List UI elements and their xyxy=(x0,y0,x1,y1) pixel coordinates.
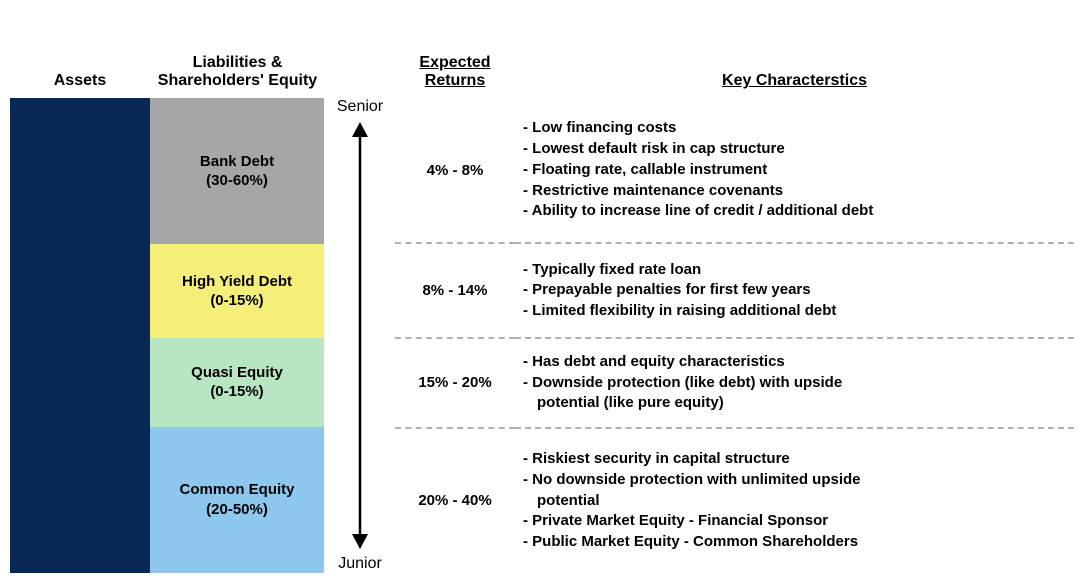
returns-row-bank_debt: 4% - 8% xyxy=(395,98,515,244)
char-item: - Low financing costs xyxy=(523,118,1074,139)
char-item: - Downside protection (like debt) with u… xyxy=(523,373,1074,394)
char-item: - Prepayable penalties for first few yea… xyxy=(523,280,1074,301)
return-value: 8% - 14% xyxy=(395,282,515,299)
char-item: - Riskiest security in capital structure xyxy=(523,449,1074,470)
liabilities-column: Liabilities & Shareholders' Equity Bank … xyxy=(150,10,325,573)
double-arrow-icon xyxy=(350,122,370,549)
char-item: - Ability to increase line of credit / a… xyxy=(523,201,1074,222)
char-item: potential (like pure equity) xyxy=(523,393,1074,414)
return-value: 20% - 40% xyxy=(395,492,515,509)
char-item: - Limited flexibility in raising additio… xyxy=(523,301,1074,322)
assets-column: Assets xyxy=(10,10,150,573)
liabilities-header: Liabilities & Shareholders' Equity xyxy=(150,10,325,98)
char-item: - Floating rate, callable instrument xyxy=(523,160,1074,181)
liab-block-quasi_equity: Quasi Equity(0-15%) xyxy=(150,338,325,427)
chars-row-common_equity: - Riskiest security in capital structure… xyxy=(515,429,1074,573)
seniority-arrow-column: Senior Junior xyxy=(325,10,395,573)
liab-pct: (20-50%) xyxy=(206,500,268,520)
chars-row-bank_debt: - Low financing costs- Lowest default ri… xyxy=(515,98,1074,244)
return-value: 15% - 20% xyxy=(395,374,515,391)
returns-header-text: Expected Returns xyxy=(395,54,515,90)
returns-body: 4% - 8% 8% - 14% 15% - 20% 20% - 40% xyxy=(395,98,515,573)
liab-block-high_yield: High Yield Debt(0-15%) xyxy=(150,244,325,338)
assets-header-text: Assets xyxy=(54,72,106,90)
liabilities-blocks: Bank Debt(30-60%)High Yield Debt(0-15%)Q… xyxy=(150,98,325,573)
char-list: - Low financing costs- Lowest default ri… xyxy=(515,118,1074,221)
liabilities-header-text: Liabilities & Shareholders' Equity xyxy=(150,54,325,90)
char-item: - Restrictive maintenance covenants xyxy=(523,181,1074,202)
liab-block-bank_debt: Bank Debt(30-60%) xyxy=(150,98,325,244)
char-item: - Private Market Equity - Financial Spon… xyxy=(523,511,1074,532)
char-list: - Has debt and equity characteristics- D… xyxy=(515,352,1074,414)
arrow-header-spacer xyxy=(325,10,395,98)
liab-block-common_equity: Common Equity(20-50%) xyxy=(150,427,325,573)
return-value: 4% - 8% xyxy=(395,162,515,179)
returns-header: Expected Returns xyxy=(395,10,515,98)
characteristics-body: - Low financing costs- Lowest default ri… xyxy=(515,98,1074,573)
liab-label: Bank Debt xyxy=(200,152,274,172)
char-list: - Typically fixed rate loan- Prepayable … xyxy=(515,260,1074,322)
liab-label: High Yield Debt xyxy=(182,272,292,292)
seniority-arrow-body: Senior Junior xyxy=(325,98,395,573)
assets-header: Assets xyxy=(10,10,150,98)
assets-bar xyxy=(10,98,150,573)
returns-row-high_yield: 8% - 14% xyxy=(395,244,515,339)
liab-pct: (0-15%) xyxy=(210,382,263,402)
capital-structure-diagram: Assets Liabilities & Shareholders' Equit… xyxy=(0,0,1084,583)
liab-pct: (0-15%) xyxy=(210,291,263,311)
liab-label: Quasi Equity xyxy=(191,363,283,383)
chars-row-high_yield: - Typically fixed rate loan- Prepayable … xyxy=(515,244,1074,339)
junior-label: Junior xyxy=(338,555,382,573)
returns-row-common_equity: 20% - 40% xyxy=(395,429,515,573)
liab-label: Common Equity xyxy=(180,480,295,500)
liab-pct: (30-60%) xyxy=(206,171,268,191)
characteristics-header: Key Characterstics xyxy=(515,10,1074,98)
char-item: - No downside protection with unlimited … xyxy=(523,470,1074,491)
char-list: - Riskiest security in capital structure… xyxy=(515,449,1074,552)
char-item: - Public Market Equity - Common Sharehol… xyxy=(523,532,1074,553)
char-item: - Lowest default risk in cap structure xyxy=(523,139,1074,160)
characteristics-column: Key Characterstics - Low financing costs… xyxy=(515,10,1074,573)
characteristics-header-text: Key Characterstics xyxy=(722,72,867,90)
char-item: potential xyxy=(523,491,1074,512)
returns-column: Expected Returns 4% - 8% 8% - 14% 15% - 20… xyxy=(395,10,515,573)
char-item: - Typically fixed rate loan xyxy=(523,260,1074,281)
char-item: - Has debt and equity characteristics xyxy=(523,352,1074,373)
senior-label: Senior xyxy=(337,98,383,116)
returns-row-quasi_equity: 15% - 20% xyxy=(395,339,515,429)
chars-row-quasi_equity: - Has debt and equity characteristics- D… xyxy=(515,339,1074,429)
